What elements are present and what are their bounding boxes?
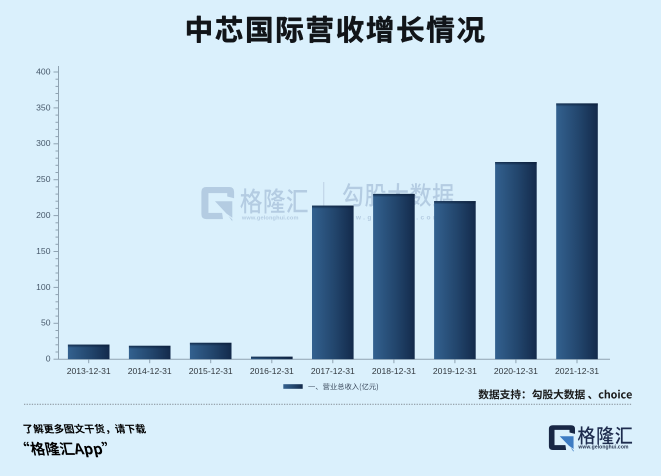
svg-text:250: 250 xyxy=(36,174,51,184)
svg-text:0: 0 xyxy=(46,354,51,364)
svg-text:2015-12-31: 2015-12-31 xyxy=(189,366,233,376)
svg-text:300: 300 xyxy=(36,138,51,148)
svg-text:2020-12-31: 2020-12-31 xyxy=(494,366,538,376)
svg-text:150: 150 xyxy=(36,246,51,256)
svg-text:2019-12-31: 2019-12-31 xyxy=(433,366,477,376)
svg-text:100: 100 xyxy=(36,282,51,292)
svg-text:200: 200 xyxy=(36,210,51,220)
svg-text:2013-12-31: 2013-12-31 xyxy=(67,366,111,376)
svg-text:www.gelonghui.com: www.gelonghui.com xyxy=(577,445,629,451)
svg-text:2014-12-31: 2014-12-31 xyxy=(128,366,172,376)
svg-text:400: 400 xyxy=(36,66,51,76)
svg-text:2016-12-31: 2016-12-31 xyxy=(250,366,294,376)
svg-text:50: 50 xyxy=(41,318,51,328)
svg-text:2018-12-31: 2018-12-31 xyxy=(372,366,416,376)
svg-text:2017-12-31: 2017-12-31 xyxy=(311,366,355,376)
svg-text:2021-12-31: 2021-12-31 xyxy=(555,366,599,376)
svg-text:350: 350 xyxy=(36,102,51,112)
svg-text:www.gelonghui.com: www.gelonghui.com xyxy=(241,215,299,221)
